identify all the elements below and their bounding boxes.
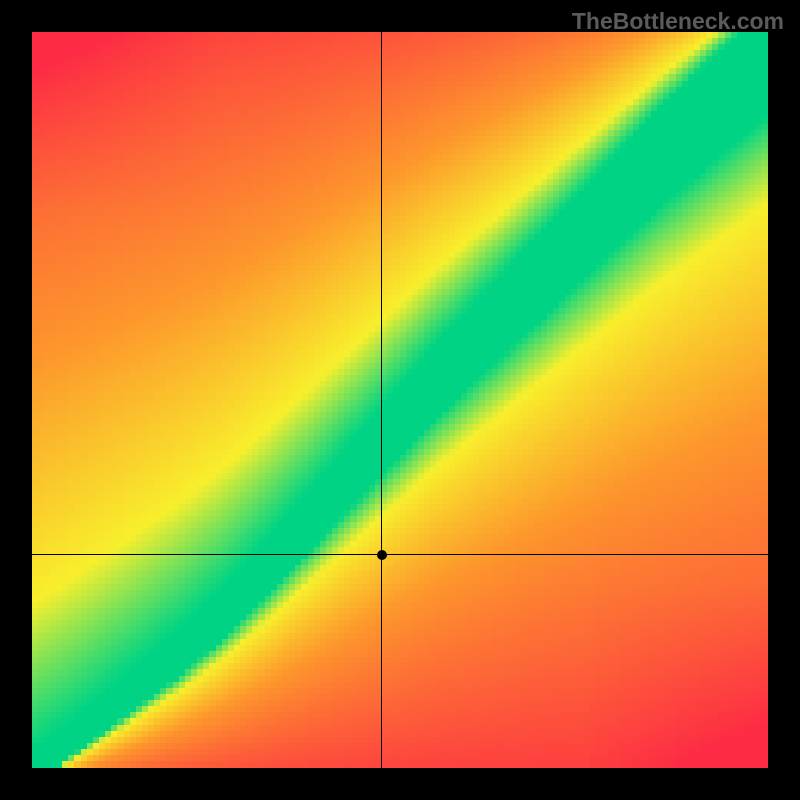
crosshair-vertical	[381, 32, 382, 768]
attribution-watermark: TheBottleneck.com	[572, 8, 784, 35]
crosshair-marker-dot	[377, 550, 387, 560]
crosshair-horizontal	[32, 554, 768, 555]
chart-container: { "attribution": { "text": "TheBottlenec…	[0, 0, 800, 800]
bottleneck-heatmap	[32, 32, 768, 768]
